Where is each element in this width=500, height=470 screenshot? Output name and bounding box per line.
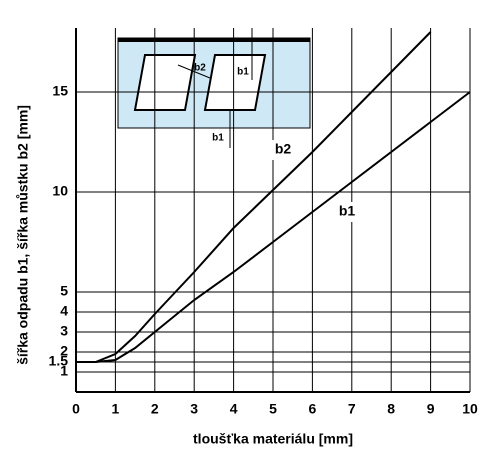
- annotation-bg: [271, 140, 297, 160]
- annotation: b2: [275, 141, 292, 157]
- y-tick-label: 5: [60, 283, 68, 299]
- x-tick-label: 10: [462, 401, 478, 417]
- y-tick-label: 10: [52, 183, 68, 199]
- x-tick-label: 7: [348, 401, 356, 417]
- y-tick-label: 2: [60, 343, 68, 359]
- inset-label: b2: [194, 63, 206, 74]
- inset-label: b1: [212, 133, 224, 144]
- y-tick-label: 15: [52, 83, 68, 99]
- y-tick-label: 3: [60, 323, 68, 339]
- x-tick-label: 6: [309, 401, 317, 417]
- x-axis-title: tloušťka materiálu [mm]: [193, 431, 353, 447]
- y-tick-label: 1.5: [49, 353, 69, 369]
- inset-shape: [203, 54, 267, 111]
- y-tick-label: 4: [60, 303, 68, 319]
- inset: [117, 28, 311, 148]
- series-line: [76, 31, 432, 363]
- x-tick-label: 4: [230, 401, 238, 417]
- x-tick-label: 3: [190, 401, 198, 417]
- x-tick-label: 2: [151, 401, 159, 417]
- x-tick-label: 0: [72, 401, 80, 417]
- annotation-bg: [335, 202, 361, 222]
- y-tick-label: 1: [60, 363, 68, 379]
- annotation: b1: [339, 203, 356, 219]
- series-line: [76, 91, 471, 363]
- inset-shape: [133, 54, 197, 111]
- x-tick-label: 8: [387, 401, 395, 417]
- y-axis-title: šířka odpadu b1, šířka můstku b2 [mm]: [15, 105, 31, 365]
- x-tick-label: 1: [112, 401, 120, 417]
- x-tick-label: 9: [427, 401, 435, 417]
- inset-label: b1: [237, 67, 249, 78]
- x-tick-label: 5: [269, 401, 277, 417]
